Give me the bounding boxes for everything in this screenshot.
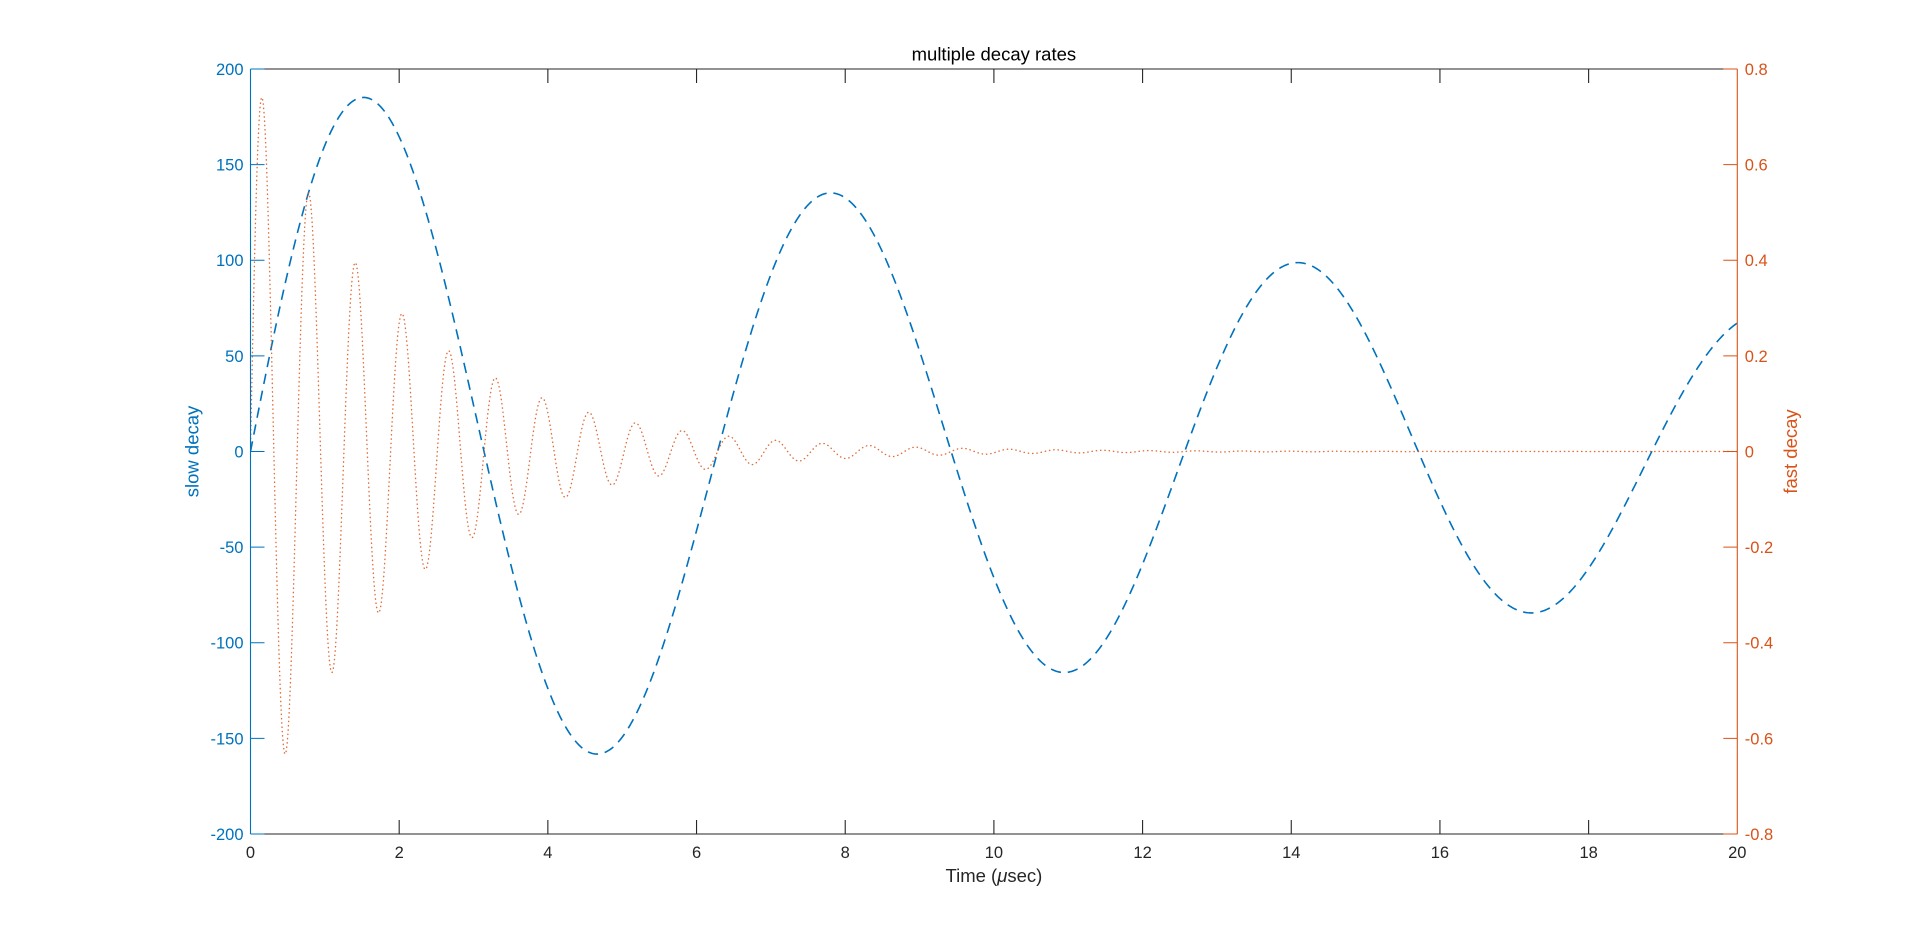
- svg-text:0.6: 0.6: [1745, 157, 1768, 175]
- svg-text:16: 16: [1431, 844, 1449, 862]
- svg-text:200: 200: [216, 61, 244, 79]
- svg-text:-200: -200: [210, 826, 243, 844]
- svg-text:18: 18: [1579, 844, 1597, 862]
- svg-text:0.4: 0.4: [1745, 252, 1768, 270]
- svg-text:0: 0: [246, 844, 255, 862]
- svg-text:-50: -50: [220, 539, 244, 557]
- svg-text:-150: -150: [210, 730, 243, 748]
- svg-text:0: 0: [234, 443, 243, 461]
- svg-text:50: 50: [225, 348, 243, 366]
- svg-text:0.2: 0.2: [1745, 348, 1768, 366]
- svg-text:Time (μsec): Time (μsec): [945, 865, 1042, 886]
- svg-text:10: 10: [985, 844, 1003, 862]
- svg-text:-0.2: -0.2: [1745, 539, 1773, 557]
- svg-text:-0.4: -0.4: [1745, 635, 1773, 653]
- svg-text:14: 14: [1282, 844, 1300, 862]
- svg-text:fast decay: fast decay: [1780, 409, 1801, 494]
- svg-text:6: 6: [692, 844, 701, 862]
- svg-text:-0.6: -0.6: [1745, 730, 1773, 748]
- svg-text:-0.8: -0.8: [1745, 826, 1773, 844]
- svg-text:100: 100: [216, 252, 244, 270]
- svg-text:slow decay: slow decay: [182, 405, 203, 497]
- svg-text:0.8: 0.8: [1745, 61, 1768, 79]
- svg-text:4: 4: [543, 844, 552, 862]
- svg-text:150: 150: [216, 157, 244, 175]
- svg-text:0: 0: [1745, 443, 1754, 461]
- svg-text:-100: -100: [210, 635, 243, 653]
- svg-text:12: 12: [1133, 844, 1151, 862]
- svg-text:8: 8: [841, 844, 850, 862]
- svg-text:20: 20: [1728, 844, 1746, 862]
- svg-text:2: 2: [395, 844, 404, 862]
- svg-text:multiple decay rates: multiple decay rates: [912, 44, 1077, 65]
